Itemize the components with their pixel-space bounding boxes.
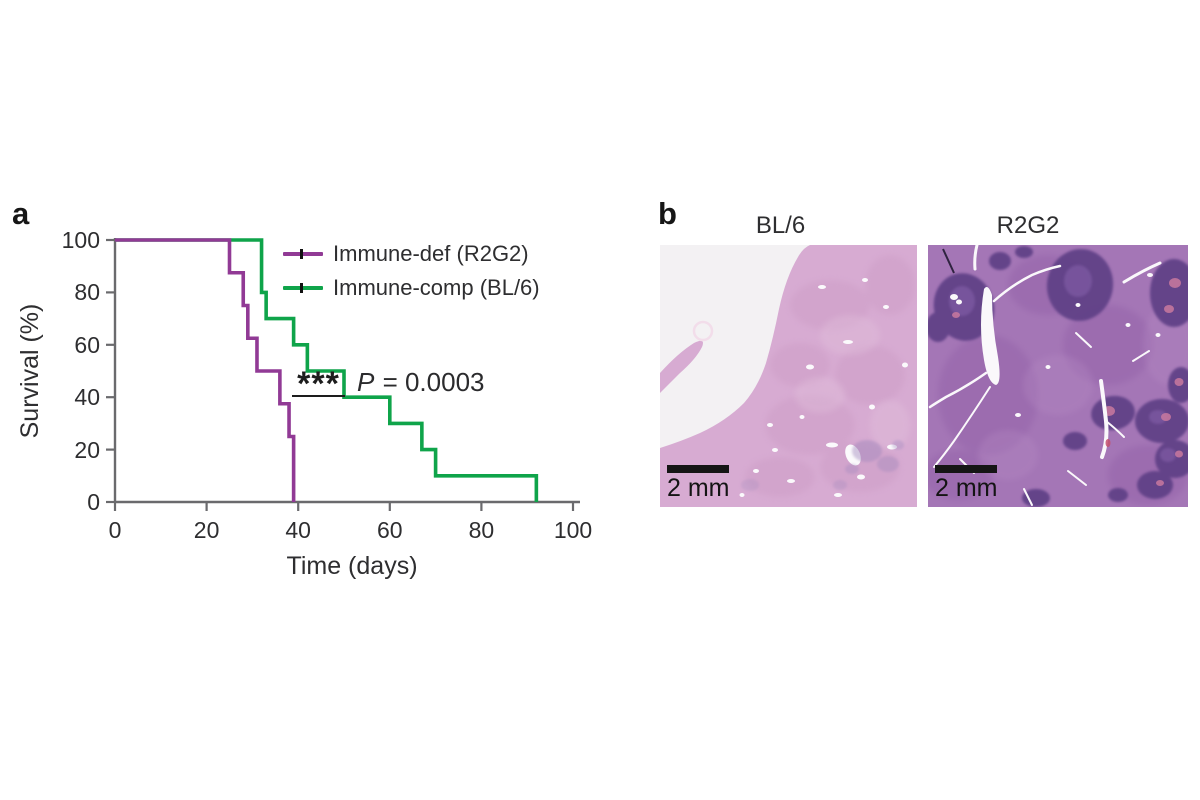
x-tick-label: 0 xyxy=(108,517,122,543)
legend-item-immune-def: Immune-def (R2G2) xyxy=(283,241,529,266)
histology-art-r2g2 xyxy=(928,245,1188,507)
scale-bar xyxy=(667,465,729,473)
p-value-annotation: P = 0.0003 xyxy=(357,367,485,398)
panel-a-label: a xyxy=(12,196,30,231)
censor-tick-icon xyxy=(300,249,303,259)
significance-stars: *** xyxy=(292,367,345,401)
km-curve xyxy=(115,238,296,502)
x-tick-label: 20 xyxy=(193,517,220,543)
legend-label-immune-def: Immune-def (R2G2) xyxy=(333,241,529,266)
histology-art-bl6 xyxy=(660,245,917,507)
y-tick-label: 0 xyxy=(87,489,100,515)
legend-line-purple xyxy=(283,249,323,259)
y-tick-label: 20 xyxy=(74,436,100,463)
scale-bar-label: 2 mm xyxy=(935,474,998,502)
x-tick-label: 40 xyxy=(285,517,311,543)
histology-image-r2g2: 2 mm xyxy=(928,245,1188,507)
p-value-text: = 0.0003 xyxy=(375,367,485,397)
censor-tick-icon xyxy=(300,283,303,293)
y-tick-label: 80 xyxy=(74,279,100,306)
p-symbol: P xyxy=(357,367,375,397)
km-curve xyxy=(115,238,539,502)
panel-b-label: b xyxy=(658,196,677,231)
legend-label-immune-comp: Immune-comp (BL/6) xyxy=(333,275,540,300)
y-tick-label: 40 xyxy=(74,384,100,411)
x-tick-label: 60 xyxy=(377,517,403,543)
y-tick-label: 100 xyxy=(61,227,100,253)
y-tick-label: 60 xyxy=(74,331,100,358)
micrograph-title-bl6: BL/6 xyxy=(755,212,806,239)
scale-bar xyxy=(935,465,997,473)
legend-item-immune-comp: Immune-comp (BL/6) xyxy=(283,275,540,300)
x-axis-title: Time (days) xyxy=(286,552,418,580)
x-tick-label: 100 xyxy=(553,517,593,543)
scale-bar-label: 2 mm xyxy=(667,474,730,502)
survival-chart xyxy=(106,238,580,511)
x-tick-label: 80 xyxy=(468,517,495,543)
micrograph-title-r2g2: R2G2 xyxy=(996,212,1060,239)
histology-image-bl6: 2 mm xyxy=(660,245,917,507)
legend-line-green xyxy=(283,283,323,293)
